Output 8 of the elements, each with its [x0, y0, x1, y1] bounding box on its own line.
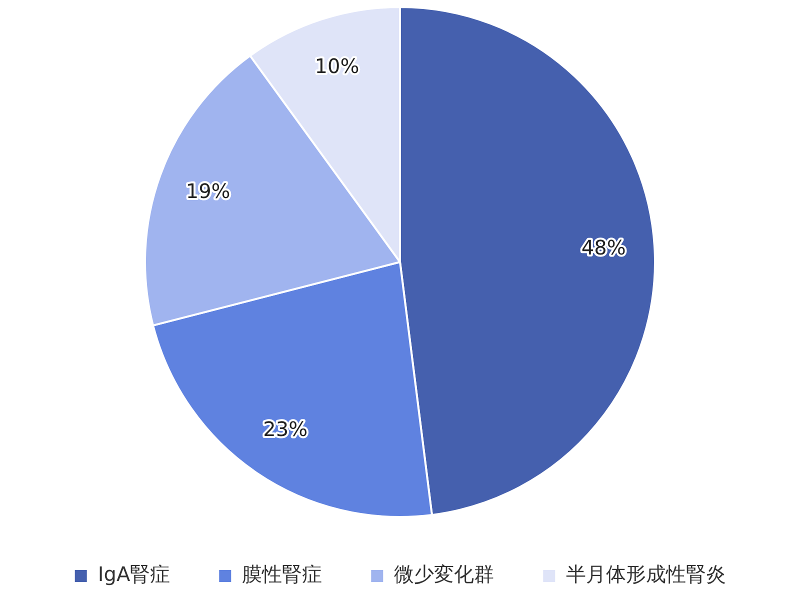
data-label: 48%	[581, 235, 626, 260]
data-label: 23%	[263, 416, 308, 441]
legend-label: 微少変化群	[394, 562, 494, 586]
data-label: 19%	[186, 179, 230, 204]
legend-label: 膜性腎症	[242, 562, 322, 586]
data-label: 10%	[314, 54, 360, 78]
legend-label: IgA腎症	[98, 562, 170, 586]
legend-label: 半月体形成性腎炎	[566, 562, 726, 586]
